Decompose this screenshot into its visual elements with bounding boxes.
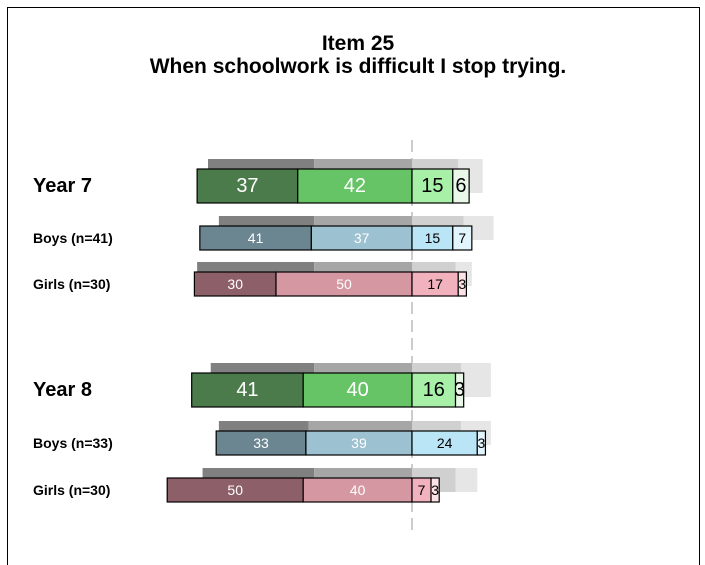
chart-subtitle: When schoolwork is difficult I stop tryi… — [149, 55, 567, 78]
bar-segment — [411, 168, 454, 204]
value-label: 16 — [423, 379, 445, 401]
bar-segment — [430, 477, 440, 503]
bar-segment — [196, 168, 299, 204]
value-label: 7 — [458, 230, 466, 246]
bar-segment — [411, 225, 454, 251]
chart-title: Item 25 — [321, 32, 395, 55]
bar-segment — [193, 271, 277, 297]
row-label: Boys (n=41) — [33, 230, 113, 246]
value-label: 30 — [227, 276, 243, 292]
row-label: Girls (n=30) — [33, 482, 110, 498]
row-label: Girls (n=30) — [33, 276, 110, 292]
value-label: 40 — [350, 482, 366, 498]
bar-segment — [454, 372, 465, 408]
value-label: 15 — [421, 175, 443, 197]
title-block: Item 25 When schoolwork is difficult I s… — [128, 32, 588, 78]
value-label: 15 — [425, 230, 441, 246]
bar-segment — [457, 271, 467, 297]
shadow-bar — [460, 363, 491, 397]
value-label: 37 — [236, 175, 258, 197]
row-label: Year 8 — [33, 379, 92, 401]
value-label: 3 — [454, 379, 465, 401]
frame — [7, 7, 700, 565]
value-label: 3 — [431, 482, 439, 498]
value-label: 41 — [236, 379, 258, 401]
shadow-bar — [455, 468, 478, 492]
value-label: 39 — [351, 435, 367, 451]
bar-segment — [411, 430, 478, 456]
row-label: Year 7 — [33, 175, 92, 197]
value-label: 42 — [344, 175, 366, 197]
bar-segment — [166, 477, 304, 503]
value-label: 7 — [418, 482, 426, 498]
bar-segment — [215, 430, 307, 456]
bar-segment — [305, 430, 413, 456]
value-label: 37 — [354, 230, 370, 246]
bar-segment — [199, 225, 312, 251]
bar-segment — [275, 271, 413, 297]
value-label: 41 — [248, 230, 264, 246]
value-label: 50 — [227, 482, 243, 498]
bar-segment — [302, 477, 413, 503]
bar-segment — [452, 168, 470, 204]
value-label: 33 — [253, 435, 269, 451]
bar-segment — [476, 430, 487, 456]
value-label: 3 — [477, 435, 485, 451]
bar-segment — [411, 372, 457, 408]
bar-segment — [302, 372, 413, 408]
bar-segment — [411, 271, 459, 297]
bar-segment — [452, 225, 473, 251]
value-label: 24 — [437, 435, 453, 451]
value-label: 40 — [346, 379, 368, 401]
value-label: 50 — [336, 276, 352, 292]
value-label: 6 — [455, 175, 466, 197]
row-label: Boys (n=33) — [33, 435, 113, 451]
value-label: 17 — [427, 276, 443, 292]
value-label: 3 — [458, 276, 466, 292]
